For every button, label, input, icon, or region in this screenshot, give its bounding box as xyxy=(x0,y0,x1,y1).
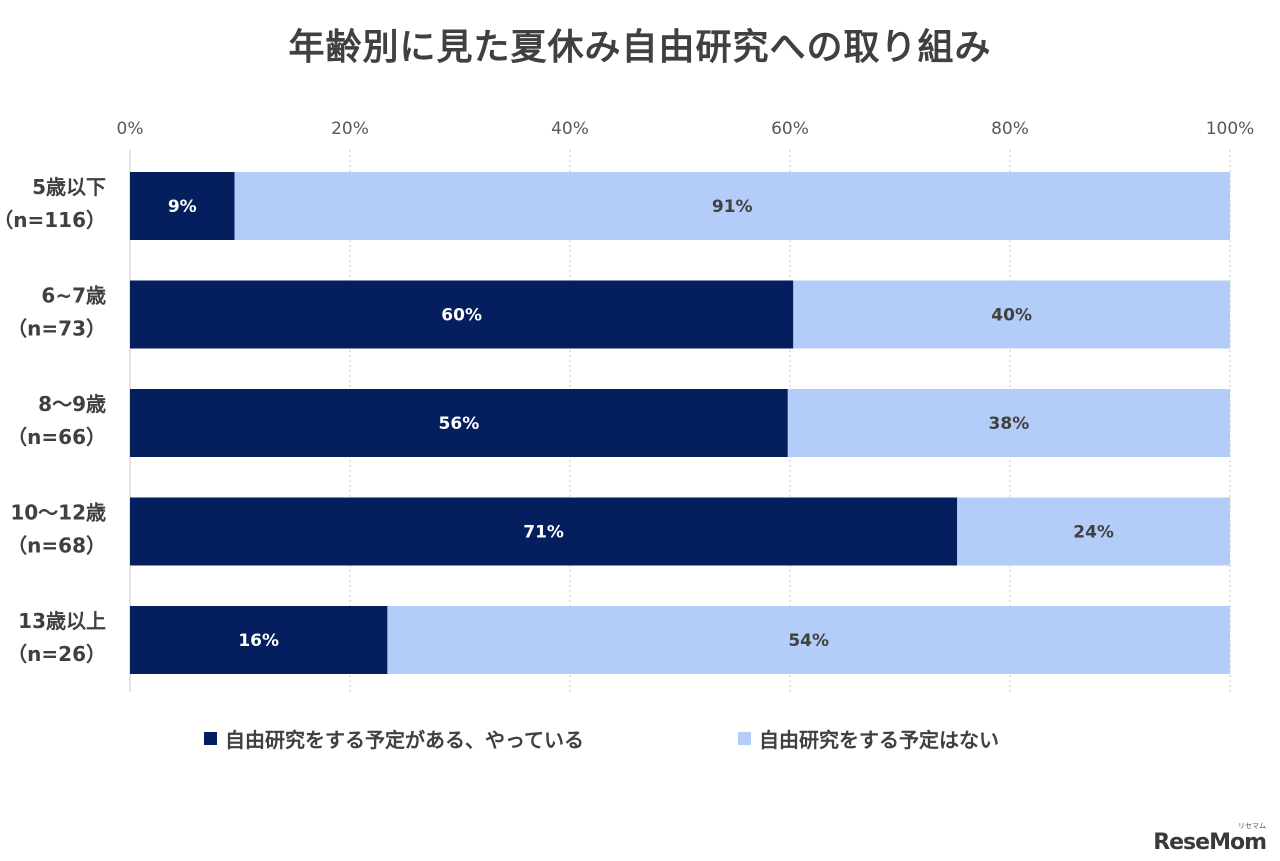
data-label: 56% xyxy=(439,414,480,434)
legend-swatch-series1 xyxy=(204,732,217,745)
category-label: 8～9歳 xyxy=(38,392,106,416)
bar-segment-series2 xyxy=(234,172,1230,240)
category-label: （n=68） xyxy=(7,534,106,558)
data-label: 16% xyxy=(238,631,279,651)
data-label: 60% xyxy=(441,306,482,326)
legend-label-series1: 自由研究をする予定がある、やっている xyxy=(225,728,584,752)
bar-segment-series2 xyxy=(787,389,1230,457)
x-tick-labels: 0% 20% 40% 60% 80% 100% xyxy=(117,119,1255,139)
logo-text: ReseMom xyxy=(1153,830,1267,855)
category-label: 6~7歳 xyxy=(41,284,106,308)
data-label: 54% xyxy=(788,631,829,651)
resemom-logo: リセマム ReseMom xyxy=(1153,822,1267,855)
bar-segment-series1 xyxy=(130,280,794,349)
category-label: 5歳以下 xyxy=(32,175,106,199)
category-label: （n=66） xyxy=(7,425,106,449)
bar-segment-series2 xyxy=(793,280,1230,349)
x-tick-label: 80% xyxy=(991,119,1029,139)
x-tick-label: 100% xyxy=(1206,119,1255,139)
x-tick-label: 60% xyxy=(771,119,809,139)
bar-segment-series1 xyxy=(130,606,388,674)
category-label: （n=26） xyxy=(7,642,106,666)
bar-segment-series2 xyxy=(387,606,1230,674)
bar-segment-series2 xyxy=(957,497,1230,566)
data-label: 91% xyxy=(712,197,753,217)
bar-segment-series1 xyxy=(130,497,958,566)
bar-segment-series1 xyxy=(130,172,235,240)
data-label: 9% xyxy=(168,197,197,217)
bar-segment-series1 xyxy=(130,389,788,457)
category-label: 13歳以上 xyxy=(18,609,106,633)
data-label: 71% xyxy=(523,523,564,543)
chart-title: 年齢別に見た夏休み自由研究への取り組み xyxy=(288,27,992,68)
category-label: （n=73） xyxy=(7,317,106,341)
x-tick-label: 0% xyxy=(117,119,144,139)
x-tick-label: 20% xyxy=(331,119,369,139)
legend: 自由研究をする予定がある、やっている 自由研究をする予定はない xyxy=(0,724,1280,754)
category-label: （n=116） xyxy=(0,208,106,232)
legend-label-series2: 自由研究をする予定はない xyxy=(759,728,999,752)
x-tick-label: 40% xyxy=(551,119,589,139)
bar-layer: 9% 91% 60% 40% 56% 38% 71% 24% 16% 54% xyxy=(130,172,1230,674)
category-labels: 5歳以下 （n=116） 6~7歳 （n=73） 8～9歳 （n=66） 10～12歳 （n=… xyxy=(0,175,106,666)
legend-item-series2: 自由研究をする予定はない xyxy=(738,724,999,753)
legend-swatch-series2 xyxy=(738,732,751,745)
category-label: 10～12歳 xyxy=(10,501,106,525)
data-label: 40% xyxy=(991,306,1032,326)
legend-item-series1: 自由研究をする予定がある、やっている xyxy=(204,724,584,753)
data-label: 24% xyxy=(1073,523,1114,543)
logo-small-text: リセマム xyxy=(1238,822,1266,830)
data-label: 38% xyxy=(989,414,1030,434)
